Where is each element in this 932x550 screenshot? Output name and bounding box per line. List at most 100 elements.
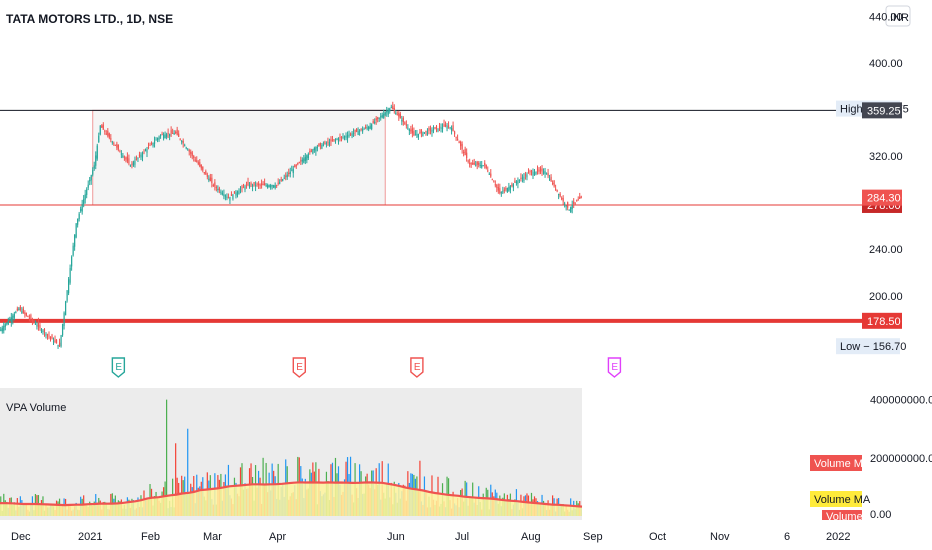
candle-body — [476, 161, 478, 165]
candle-body — [502, 191, 504, 193]
candle-body — [318, 144, 320, 147]
candle-body — [438, 126, 441, 128]
earnings-icon[interactable] — [292, 357, 306, 378]
candle-body — [251, 185, 254, 187]
candle-body — [469, 162, 471, 165]
candle-body — [30, 315, 32, 320]
candle-body — [324, 141, 326, 144]
candle-body — [179, 138, 181, 140]
candle-body — [120, 153, 122, 155]
candle-body — [426, 131, 429, 135]
candle-body — [319, 142, 322, 146]
candle-body — [227, 197, 230, 199]
candle-body — [260, 183, 263, 186]
candle-body — [63, 312, 65, 326]
candle-body — [393, 108, 395, 111]
candle-body — [530, 170, 533, 173]
candle-body — [535, 171, 537, 174]
candle-body — [568, 209, 570, 211]
candle-body — [48, 335, 50, 337]
candle-body — [527, 172, 530, 174]
candle-body — [140, 154, 142, 158]
candle-body — [77, 218, 79, 225]
candle-body — [55, 339, 58, 344]
candle-body — [292, 168, 294, 174]
candle-body — [125, 157, 127, 160]
candle-body — [131, 163, 133, 165]
candle-body — [478, 162, 480, 165]
candle-body — [19, 306, 21, 310]
candle-body — [316, 146, 318, 149]
candle-body — [505, 188, 507, 190]
candle-body — [416, 134, 418, 136]
candle-body — [215, 187, 217, 189]
candle-body — [58, 342, 61, 347]
candle-body — [309, 151, 311, 153]
time-tick-label: 2022 — [826, 531, 850, 543]
candle-body — [270, 185, 272, 188]
candle-body — [351, 133, 353, 137]
candle-body — [411, 128, 413, 134]
candle-body — [16, 308, 18, 311]
candle-body — [61, 323, 64, 336]
candle-body — [407, 127, 409, 129]
candle-body — [422, 132, 424, 136]
candle-body — [518, 179, 521, 181]
candle-body — [371, 124, 373, 129]
price-tick-label: 440.00 — [869, 11, 903, 23]
candle-body — [119, 151, 121, 153]
candles — [0, 101, 582, 349]
candle-body — [366, 127, 368, 129]
candle-body — [31, 319, 34, 322]
candle-body — [235, 192, 237, 196]
candle-body — [191, 152, 193, 156]
candle-body — [71, 256, 73, 267]
volume-ma-pill: Volume MA — [814, 458, 871, 470]
volume-bar — [187, 428, 189, 516]
time-tick-label: Oct — [649, 531, 666, 543]
candle-body — [538, 170, 540, 172]
price-pill: 178.50 — [867, 316, 901, 328]
candle-body — [6, 322, 8, 324]
candle-body — [481, 165, 483, 168]
earnings-icon[interactable] — [111, 357, 126, 378]
candle-body — [551, 183, 554, 185]
candle-body — [52, 340, 55, 342]
candle-body — [259, 184, 261, 186]
time-tick-label: Nov — [710, 531, 730, 543]
candle-body — [150, 142, 153, 145]
volume-ma-fill — [0, 482, 582, 516]
price-axis: 200.00 240.00 320.00 400.00 440.00 — [869, 11, 903, 302]
price-pill: 284.30 — [867, 193, 901, 205]
candle-body — [60, 335, 62, 347]
candle-body — [54, 339, 56, 343]
candle-body — [574, 202, 576, 204]
candle-body — [387, 109, 389, 115]
price-tick-label: 240.00 — [869, 244, 903, 256]
candle-body — [405, 124, 407, 126]
candle-body — [152, 142, 154, 146]
candle-body — [375, 118, 377, 121]
candle-body — [123, 156, 125, 158]
candle-body — [404, 122, 406, 124]
candle-body — [315, 147, 317, 152]
candle-body — [199, 162, 201, 167]
earnings-icon[interactable] — [607, 357, 622, 378]
currency-badge[interactable]: INR — [890, 12, 909, 24]
candle-body — [458, 141, 460, 144]
candle-body — [51, 335, 53, 340]
candle-body — [443, 124, 445, 127]
candle-body — [444, 124, 447, 127]
candle-body — [45, 333, 47, 336]
candle-body — [0, 329, 2, 331]
candle-body — [64, 301, 67, 316]
candle-body — [390, 107, 392, 109]
candle-body — [410, 129, 412, 132]
candle-body — [99, 125, 101, 135]
candle-body — [271, 185, 273, 187]
earnings-icon[interactable] — [410, 357, 424, 378]
candle-body — [420, 130, 423, 133]
candle-body — [161, 133, 163, 135]
candle-body — [547, 172, 549, 177]
